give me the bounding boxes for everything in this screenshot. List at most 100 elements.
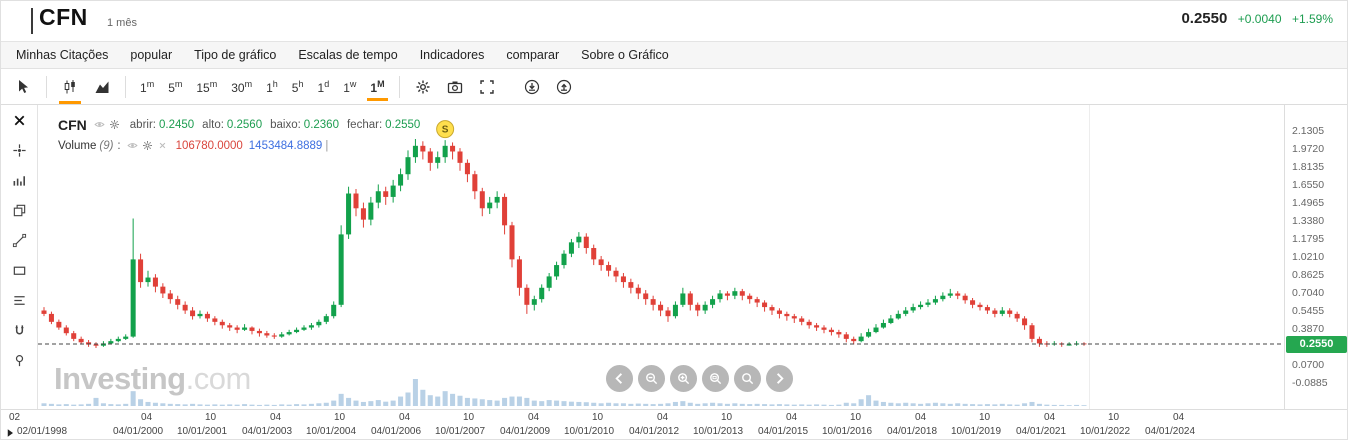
cursor-button[interactable] bbox=[10, 74, 36, 100]
time-tick-month: 10 bbox=[979, 412, 991, 423]
text-list-icon bbox=[12, 293, 27, 308]
menu-item-indicadores[interactable]: Indicadores bbox=[419, 48, 485, 62]
pan-right-button[interactable] bbox=[766, 365, 793, 392]
chart-canvas[interactable]: S Investing.com CFN abrir: 0.2450 alto: 0.2… bbox=[38, 105, 1284, 409]
panel-collapse-handle[interactable] bbox=[31, 8, 33, 34]
menu-item-escalas-de-tempo[interactable]: Escalas de tempo bbox=[298, 48, 398, 62]
zoom-out-button[interactable] bbox=[638, 365, 665, 392]
shapes-tool-button[interactable] bbox=[1, 255, 37, 285]
price-tick: -0.0885 bbox=[1292, 377, 1328, 389]
time-tick-month: 10 bbox=[850, 412, 862, 423]
fullscreen-icon bbox=[479, 79, 495, 95]
price-tick: 1.6550 bbox=[1292, 179, 1325, 191]
last-price: 0.2550 bbox=[1181, 10, 1228, 27]
area-chart-icon bbox=[94, 79, 110, 95]
zoom-in-icon bbox=[676, 371, 691, 386]
snapshot-icon bbox=[447, 79, 463, 95]
text-list-tool-button[interactable] bbox=[1, 285, 37, 315]
price-tick: 1.4965 bbox=[1292, 197, 1325, 209]
price-tick: 1.9720 bbox=[1292, 143, 1325, 155]
toolbar-separator bbox=[125, 75, 126, 98]
indicators-tool-button[interactable] bbox=[1, 165, 37, 195]
time-tick-month: 04 bbox=[786, 412, 798, 423]
time-axis[interactable]: 02 02/01/1998 04 04/01/2000 10 10/01/2001 04 04… bbox=[1, 409, 1347, 439]
time-tick-month: 02 bbox=[9, 412, 21, 423]
magnet-tool-button[interactable] bbox=[1, 315, 37, 345]
pan-left-button[interactable] bbox=[606, 365, 633, 392]
time-tick-date: 04/01/2015 bbox=[758, 426, 809, 437]
time-tick-date: 04/01/2021 bbox=[1016, 426, 1067, 437]
pin-tool-button[interactable] bbox=[1, 345, 37, 375]
timeframe-1d-button[interactable]: 1d bbox=[317, 78, 330, 95]
menu-item-sobre-o-grafico[interactable]: Sobre o Gráfico bbox=[581, 48, 669, 62]
menu-item-popular[interactable]: popular bbox=[130, 48, 173, 62]
candlestick-chart[interactable]: S bbox=[38, 105, 1284, 409]
price-tick: 1.3380 bbox=[1292, 215, 1325, 227]
time-tick-month: 10 bbox=[721, 412, 733, 423]
menu-item-minhas-citacoes[interactable]: Minhas Citações bbox=[16, 48, 109, 62]
time-tick-date: 10/01/2010 bbox=[564, 426, 615, 437]
snapshot-button[interactable] bbox=[442, 74, 468, 100]
timeframe-5h-button[interactable]: 5h bbox=[291, 78, 304, 95]
time-tick-month: 04 bbox=[1173, 412, 1185, 423]
time-tick-date: 04/01/2024 bbox=[1145, 426, 1196, 437]
pin-icon bbox=[12, 353, 27, 368]
save-chart-button[interactable] bbox=[519, 74, 545, 100]
zoom-in-button[interactable] bbox=[670, 365, 697, 392]
layers-tool-button[interactable] bbox=[1, 195, 37, 225]
price-tick: 1.0210 bbox=[1292, 251, 1325, 263]
close-icon bbox=[12, 113, 27, 128]
collapse-icon bbox=[4, 427, 16, 439]
settings-icon bbox=[415, 79, 431, 95]
price-tick: 0.0700 bbox=[1292, 359, 1325, 371]
trendline-tool-button[interactable] bbox=[1, 225, 37, 255]
candlestick-chart-button[interactable] bbox=[57, 74, 83, 104]
price-tick: 0.8625 bbox=[1292, 269, 1325, 281]
time-tick-date: 10/01/2004 bbox=[306, 426, 357, 437]
timeframe-30m-button[interactable]: 30m bbox=[231, 78, 253, 95]
zoom-box-icon bbox=[708, 371, 723, 386]
load-chart-button[interactable] bbox=[551, 74, 577, 100]
reset-zoom-icon bbox=[740, 371, 755, 386]
time-tick-date: 10/01/2013 bbox=[693, 426, 744, 437]
toolbar-separator bbox=[398, 75, 400, 98]
timeframe-1h-button[interactable]: 1h bbox=[266, 78, 278, 95]
fullscreen-button[interactable] bbox=[474, 74, 500, 100]
settings-button[interactable] bbox=[410, 74, 436, 100]
expand-toolbar-icon[interactable] bbox=[4, 426, 16, 438]
toolbar-separator bbox=[46, 75, 47, 98]
price-change-percent: +1.59% bbox=[1291, 12, 1333, 26]
time-tick-month: 04 bbox=[657, 412, 669, 423]
menu-item-comparar[interactable]: comparar bbox=[506, 48, 560, 62]
menu-bar: Minhas Citações popular Tipo de gráfico Esc… bbox=[1, 41, 1347, 69]
pan-left-icon bbox=[612, 371, 627, 386]
trendline-icon bbox=[12, 233, 27, 248]
time-tick-month: 10 bbox=[334, 412, 346, 423]
svg-text:S: S bbox=[442, 125, 449, 136]
timeframe-15m-button[interactable]: 15m bbox=[196, 78, 218, 95]
timeframe-1M-button[interactable]: 1M bbox=[363, 76, 391, 101]
load-chart-icon bbox=[556, 79, 572, 95]
time-tick-month: 10 bbox=[463, 412, 475, 423]
price-axis[interactable]: 0.2550 2.1305 1.9720 1.8135 1.6550 1.4965 1.3… bbox=[1284, 105, 1347, 409]
time-tick-date: 04/01/2012 bbox=[629, 426, 680, 437]
menu-item-tipo-de-grafico[interactable]: Tipo de gráfico bbox=[194, 48, 277, 62]
time-tick-date: 10/01/2007 bbox=[435, 426, 486, 437]
timeframe-1m-button[interactable]: 1m bbox=[140, 78, 155, 95]
reset-zoom-button[interactable] bbox=[734, 365, 761, 392]
sell-signal-marker[interactable]: S bbox=[436, 120, 455, 139]
zoom-box-button[interactable] bbox=[702, 365, 729, 392]
time-tick-month: 10 bbox=[1108, 412, 1120, 423]
magnet-icon bbox=[12, 323, 27, 338]
time-tick-month: 04 bbox=[270, 412, 282, 423]
timeframe-1w-button[interactable]: 1w bbox=[343, 78, 357, 95]
crosshair-tool-button[interactable] bbox=[1, 135, 37, 165]
close-tool-button[interactable] bbox=[1, 105, 37, 135]
time-tick-date: 10/01/2001 bbox=[177, 426, 228, 437]
time-tick-month: 04 bbox=[1044, 412, 1056, 423]
time-tick-month: 04 bbox=[141, 412, 153, 423]
area-chart-button[interactable] bbox=[89, 74, 115, 100]
timeframe-5m-button[interactable]: 5m bbox=[168, 78, 183, 95]
interval-label: 1 mês bbox=[107, 17, 137, 29]
